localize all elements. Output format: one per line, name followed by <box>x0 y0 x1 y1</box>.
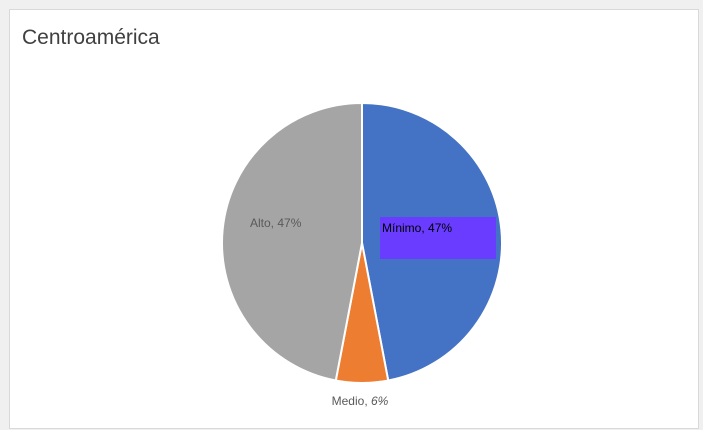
pie-chart: Mínimo, 47% Medio, 6% Alto, 47% <box>221 101 503 408</box>
data-label-minimo: Mínimo, 47% <box>382 221 452 235</box>
chart-area: Centroamérica Mínimo, 47% Medio, 6% Alto, … <box>9 9 699 429</box>
chart-title: Centroamérica <box>22 26 160 49</box>
data-label-alto: Alto, 47% <box>250 216 302 230</box>
data-label-medio: Medio, 6% <box>332 394 389 408</box>
pie-slice-alto <box>221 101 363 382</box>
data-label-highlight-box <box>380 217 496 259</box>
